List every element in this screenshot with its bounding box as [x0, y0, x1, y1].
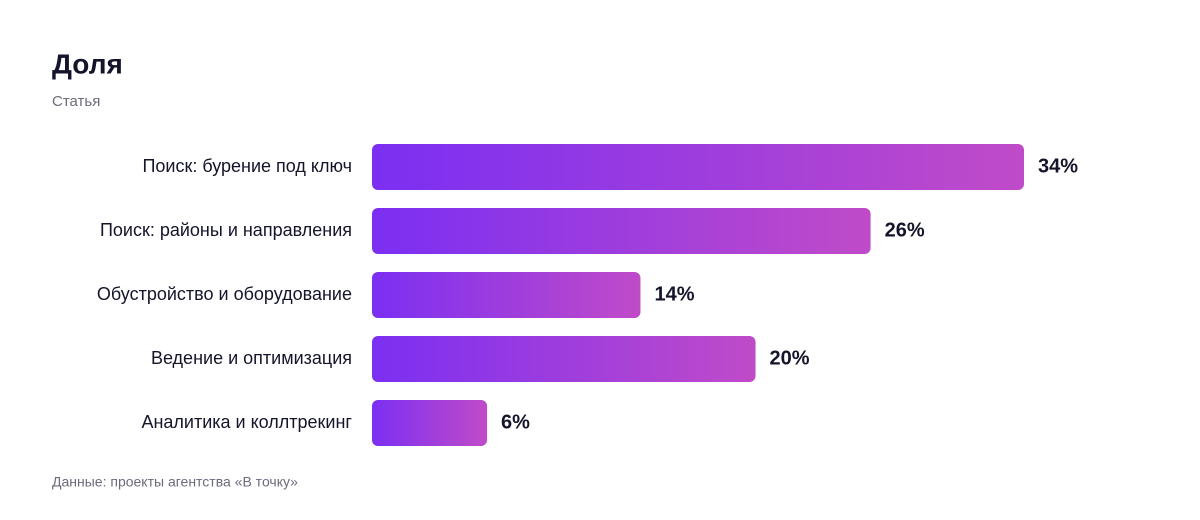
source-note: Данные: проекты агентства «В точку»	[52, 474, 298, 490]
bar	[372, 400, 488, 446]
category-label: Обустройство и оборудование	[97, 284, 352, 304]
category-label: Поиск: районы и направления	[100, 220, 352, 240]
value-label: 34%	[1038, 155, 1078, 177]
chart-title: Доля	[52, 48, 123, 79]
category-label: Поиск: бурение под ключ	[142, 156, 352, 176]
bar	[372, 272, 641, 318]
value-label: 20%	[770, 347, 810, 369]
category-label: Ведение и оптимизация	[151, 348, 352, 368]
value-label: 14%	[654, 283, 694, 305]
bar	[372, 336, 756, 382]
bar	[372, 208, 871, 254]
bar	[372, 144, 1024, 190]
value-label: 6%	[501, 411, 530, 433]
chart-subtitle: Статья	[52, 93, 100, 110]
value-label: 26%	[885, 219, 925, 241]
category-label: Аналитика и коллтрекинг	[141, 412, 352, 432]
